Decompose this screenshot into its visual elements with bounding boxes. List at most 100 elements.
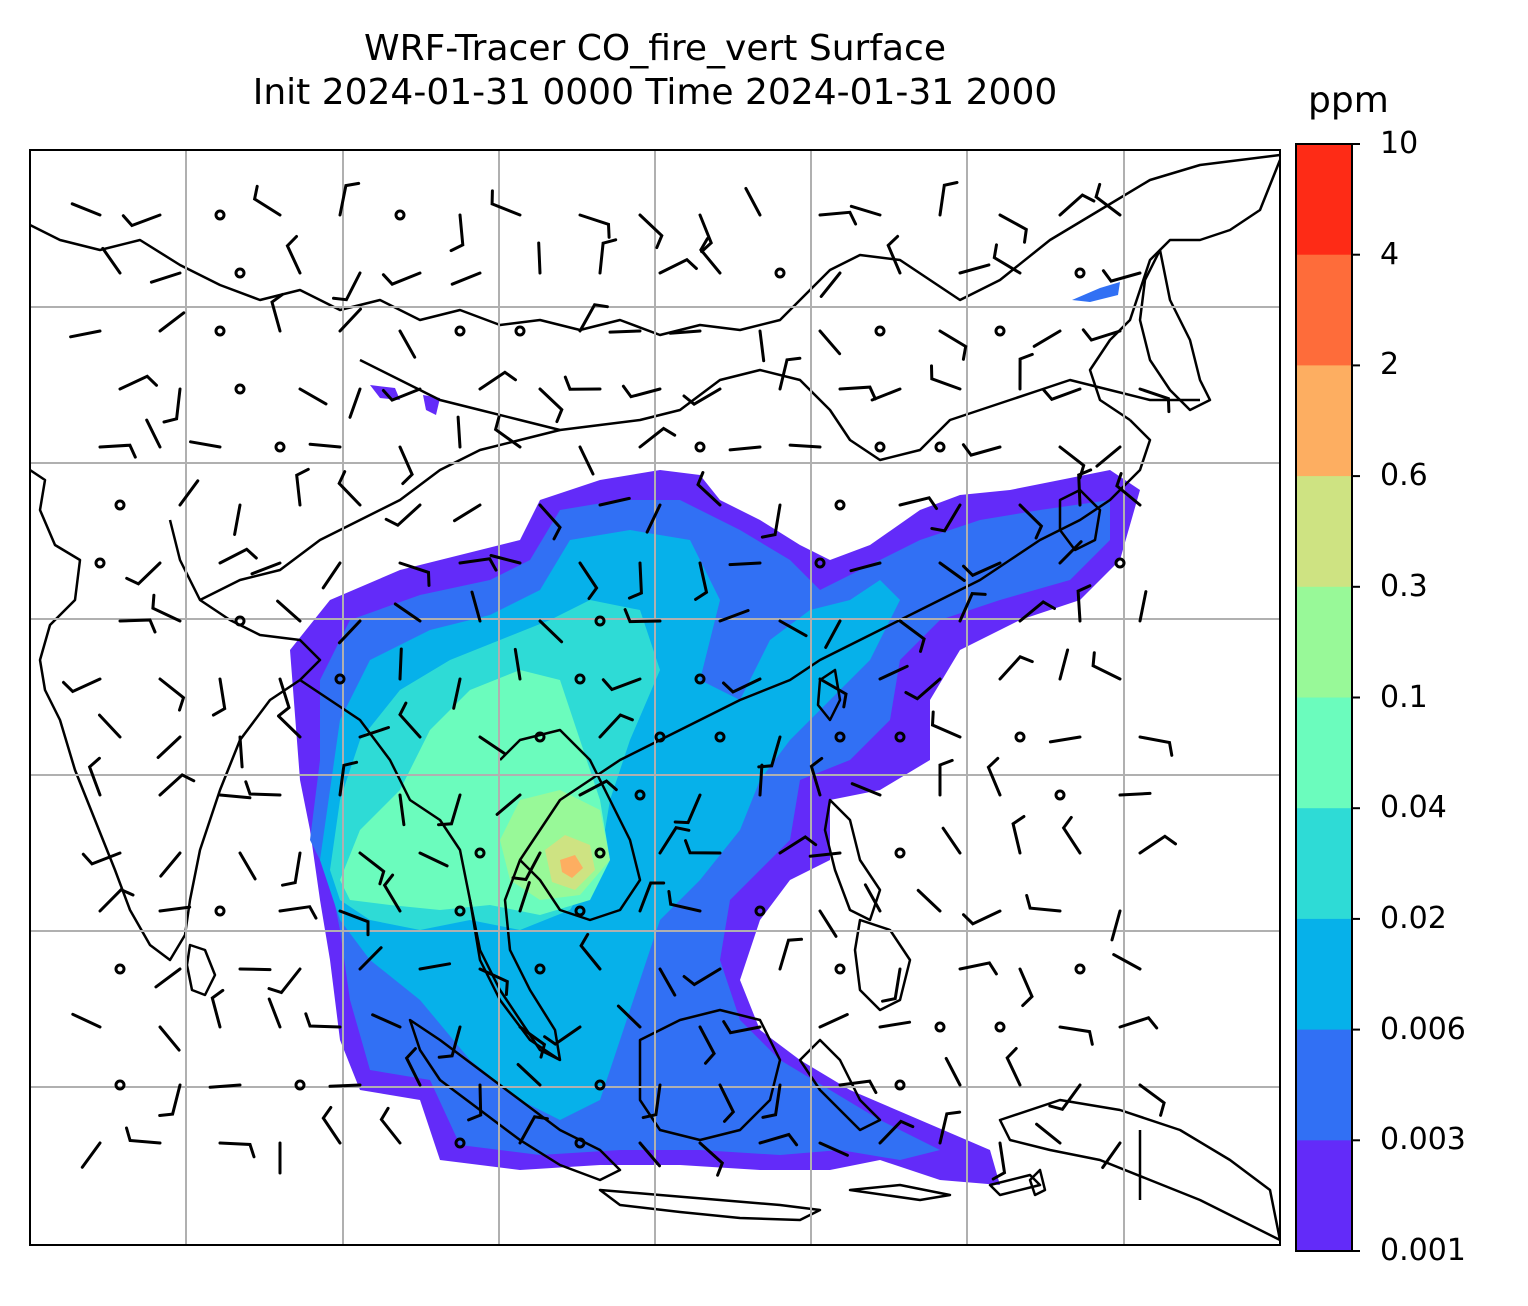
wind-barb: [267, 997, 282, 1029]
wind-barb: [998, 213, 1028, 244]
coastline-taiwan: [816, 668, 842, 722]
calm-wind-circle: [274, 441, 286, 453]
wind-barb: [838, 1079, 878, 1095]
wind-barb: [578, 561, 599, 600]
wind-barb: [162, 387, 182, 424]
wind-barb: [728, 561, 762, 567]
colorbar: [1295, 143, 1360, 1252]
wind-barb: [70, 202, 102, 217]
wind-barb: [578, 213, 611, 239]
wind-barb: [489, 554, 522, 565]
wind-barb: [158, 1025, 181, 1052]
calm-wind-circle: [214, 209, 226, 221]
wind-barb: [698, 1025, 716, 1065]
calm-wind-circle: [1014, 731, 1026, 743]
wind-barb: [398, 647, 403, 681]
wind-barb: [338, 909, 370, 937]
wind-barb: [668, 329, 702, 335]
calm-wind-circle: [994, 1021, 1006, 1033]
colorbar-tick-marks: [1352, 143, 1360, 1252]
wind-barb: [384, 503, 422, 528]
wind-barb: [238, 851, 257, 881]
wind-barb: [158, 311, 186, 333]
wind-barbs: [62, 181, 1177, 1181]
wind-barb: [1077, 468, 1093, 507]
wind-barb: [1025, 894, 1062, 913]
wind-barb: [238, 967, 272, 972]
wind-barb: [818, 677, 848, 709]
wind-barb: [1081, 328, 1122, 342]
wind-barb: [338, 307, 362, 333]
wind-barb: [218, 547, 258, 565]
wind-barb: [694, 561, 709, 601]
wind-barb: [98, 713, 122, 739]
wind-barb: [958, 592, 987, 623]
wind-barb: [398, 793, 406, 827]
calm-wind-circle: [334, 673, 346, 685]
wind-barb: [809, 756, 824, 797]
calm-wind-circle: [114, 499, 126, 511]
wind-barb: [158, 773, 196, 797]
calm-wind-circle: [714, 731, 726, 743]
wind-barb: [398, 445, 414, 486]
calm-wind-circle: [874, 441, 886, 453]
wind-barb: [818, 1013, 849, 1029]
wind-barb: [758, 1132, 799, 1147]
colorbar-tick-label: 0.6: [1380, 458, 1428, 494]
wind-barb: [1112, 953, 1142, 971]
wind-barb: [818, 210, 858, 226]
wind-barb: [1058, 540, 1083, 565]
colorbar-band: [1296, 808, 1352, 920]
calm-wind-circle: [814, 557, 826, 569]
wind-barb: [338, 181, 361, 217]
wind-barb: [1061, 815, 1082, 855]
colorbar-tick-label: 0.04: [1380, 790, 1447, 826]
wind-barb: [511, 851, 542, 882]
wind-barb: [938, 1110, 962, 1145]
wind-barb: [578, 779, 618, 797]
wind-barb: [699, 237, 722, 275]
calm-wind-circle: [214, 905, 226, 917]
wind-barb: [158, 677, 186, 712]
wind-barb: [418, 851, 449, 868]
wind-barb: [938, 329, 968, 361]
calm-wind-circle: [594, 1079, 606, 1091]
wind-barb: [904, 677, 942, 701]
wind-barb: [818, 1141, 849, 1157]
calm-wind-circle: [594, 847, 606, 859]
wind-barb: [98, 887, 135, 913]
coastline-lesser-sunda: [848, 1183, 952, 1202]
wind-barb: [722, 677, 762, 694]
wind-barb: [80, 1141, 102, 1169]
wind-barb: [958, 961, 998, 976]
wind-barb: [467, 1083, 483, 1122]
wind-barb: [244, 780, 282, 797]
wind-barb: [601, 677, 642, 692]
wind-barb: [1032, 329, 1062, 348]
wind-barb: [218, 793, 252, 800]
wind-barb: [1138, 1083, 1166, 1117]
calm-wind-circle: [474, 847, 486, 859]
calm-wind-circle: [574, 905, 586, 917]
wind-barb: [449, 213, 465, 253]
calm-wind-circle: [234, 267, 246, 279]
calm-wind-circle: [594, 615, 606, 627]
wind-barb: [281, 851, 302, 887]
wind-barb: [358, 946, 383, 971]
calm-wind-circle: [1054, 789, 1066, 801]
wind-barb: [478, 735, 507, 756]
wind-barb: [598, 713, 634, 739]
wind-barb: [645, 503, 662, 534]
wind-barb: [863, 883, 882, 913]
wind-barb: [930, 364, 962, 391]
wind-barb: [154, 967, 182, 989]
wind-barb: [870, 387, 902, 402]
wind-barb: [238, 735, 244, 769]
wind-barb: [493, 415, 522, 449]
wind-barb: [478, 370, 517, 391]
wind-barb: [348, 387, 362, 419]
wind-barb: [118, 618, 157, 634]
wind-barb: [1048, 735, 1082, 744]
wind-barb: [62, 677, 102, 694]
wind-barb: [627, 561, 643, 600]
